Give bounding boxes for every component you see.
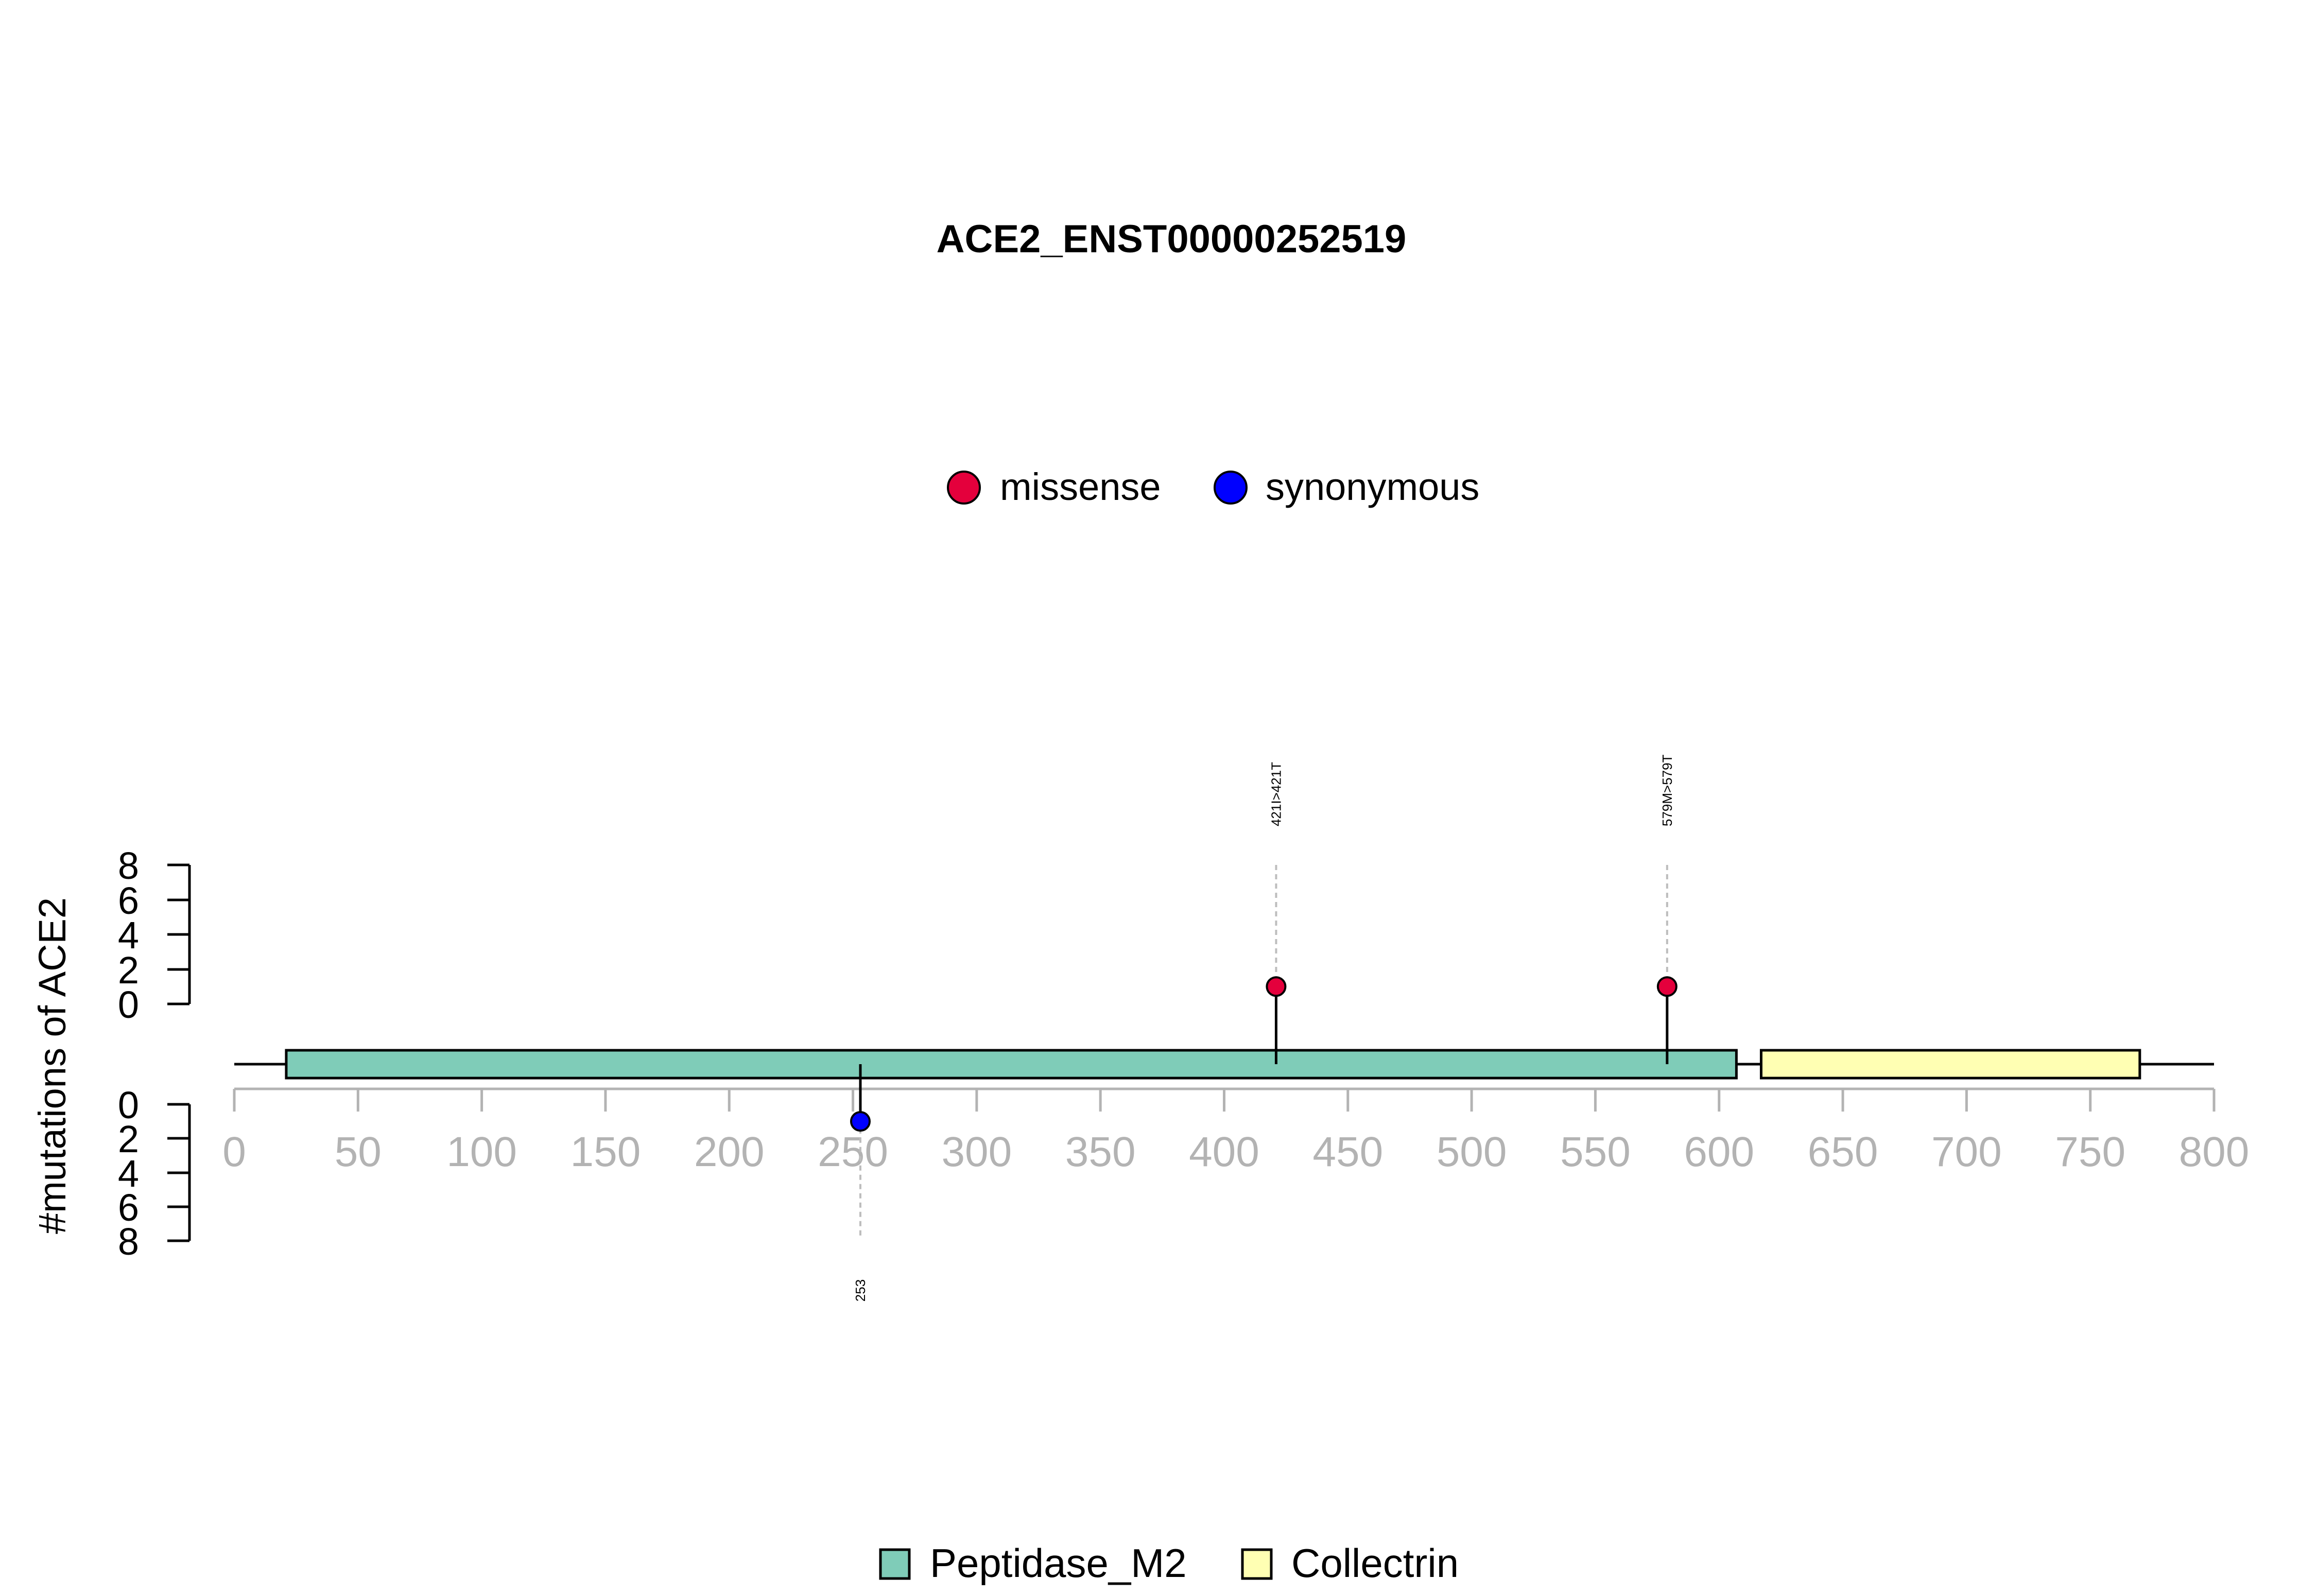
x-tick-label: 350 bbox=[1065, 1129, 1136, 1175]
domain-collectrin bbox=[1759, 1049, 2141, 1080]
legend-synonymous-swatch bbox=[1214, 471, 1248, 505]
mutation-legend: missense synonymous bbox=[947, 465, 1479, 508]
x-tick-label: 150 bbox=[570, 1129, 641, 1175]
legend-synonymous-label: synonymous bbox=[1266, 465, 1479, 508]
y-axis-upper-ticks bbox=[167, 863, 189, 1005]
mutation-label: 253 bbox=[853, 1279, 868, 1302]
x-tick-label: 50 bbox=[335, 1129, 382, 1175]
mutation-point-missense bbox=[1266, 976, 1287, 997]
x-tick-label: 750 bbox=[2055, 1129, 2125, 1175]
legend-collectrin-swatch bbox=[1241, 1548, 1273, 1580]
y-axis-lower-ticks bbox=[167, 1103, 189, 1242]
x-tick-label: 0 bbox=[222, 1129, 246, 1175]
domain-legend: Peptidase_M2 Collectrin bbox=[879, 1540, 1459, 1586]
x-tick-label: 250 bbox=[818, 1129, 888, 1175]
x-tick-label: 800 bbox=[2179, 1129, 2250, 1175]
legend-peptidase-swatch bbox=[879, 1548, 911, 1580]
y-tick-label: 0 bbox=[118, 1084, 139, 1126]
x-tick-label: 400 bbox=[1189, 1129, 1259, 1175]
mutation-point-synonymous bbox=[850, 1111, 871, 1132]
y-tick-label: 4 bbox=[118, 1152, 139, 1195]
x-tick-label: 700 bbox=[1931, 1129, 2002, 1175]
domains-layer bbox=[285, 1049, 2141, 1080]
x-tick-label: 650 bbox=[1808, 1129, 1878, 1175]
x-tick-label: 550 bbox=[1560, 1129, 1631, 1175]
x-tick-label: 500 bbox=[1437, 1129, 1507, 1175]
legend-missense-swatch bbox=[947, 471, 981, 505]
x-tick-label: 450 bbox=[1312, 1129, 1383, 1175]
x-tick-label: 600 bbox=[1684, 1129, 1754, 1175]
x-axis: 0 50 100 150 200 250 300 350 400 450 500 550 600 650 7… bbox=[222, 1087, 2250, 1175]
chart-title: ACE2_ENST00000252519 bbox=[937, 217, 1407, 261]
x-tick-label: 100 bbox=[446, 1129, 517, 1175]
y-tick-label: 2 bbox=[118, 1118, 139, 1160]
legend-missense-label: missense bbox=[1000, 465, 1161, 508]
y-axis-upper-labels: 0 2 4 6 8 bbox=[118, 844, 139, 1026]
legend-collectrin-label: Collectrin bbox=[1291, 1540, 1459, 1586]
x-tick-label: 300 bbox=[941, 1129, 1012, 1175]
y-tick-label: 6 bbox=[118, 1186, 139, 1229]
mutation-point-missense bbox=[1656, 976, 1678, 997]
domain-peptidase-m2 bbox=[285, 1049, 1738, 1080]
y-tick-label: 8 bbox=[118, 1220, 139, 1263]
y-tick-label: 0 bbox=[118, 983, 139, 1026]
y-axis-label: #mutations of ACE2 bbox=[31, 897, 74, 1234]
mutation-label: 421I>421T bbox=[1268, 762, 1284, 826]
legend-peptidase-label: Peptidase_M2 bbox=[930, 1540, 1187, 1586]
y-tick-label: 2 bbox=[118, 949, 139, 992]
y-tick-label: 8 bbox=[118, 844, 139, 887]
mutations-layer: 421I>421T 579M>579T 253 bbox=[850, 754, 1678, 1302]
y-axis-lower-labels: 0 2 4 6 8 bbox=[118, 1084, 139, 1263]
x-tick-label: 200 bbox=[694, 1129, 765, 1175]
y-tick-label: 4 bbox=[118, 914, 139, 957]
y-tick-label: 6 bbox=[118, 879, 139, 922]
mutation-label: 579M>579T bbox=[1659, 754, 1675, 826]
